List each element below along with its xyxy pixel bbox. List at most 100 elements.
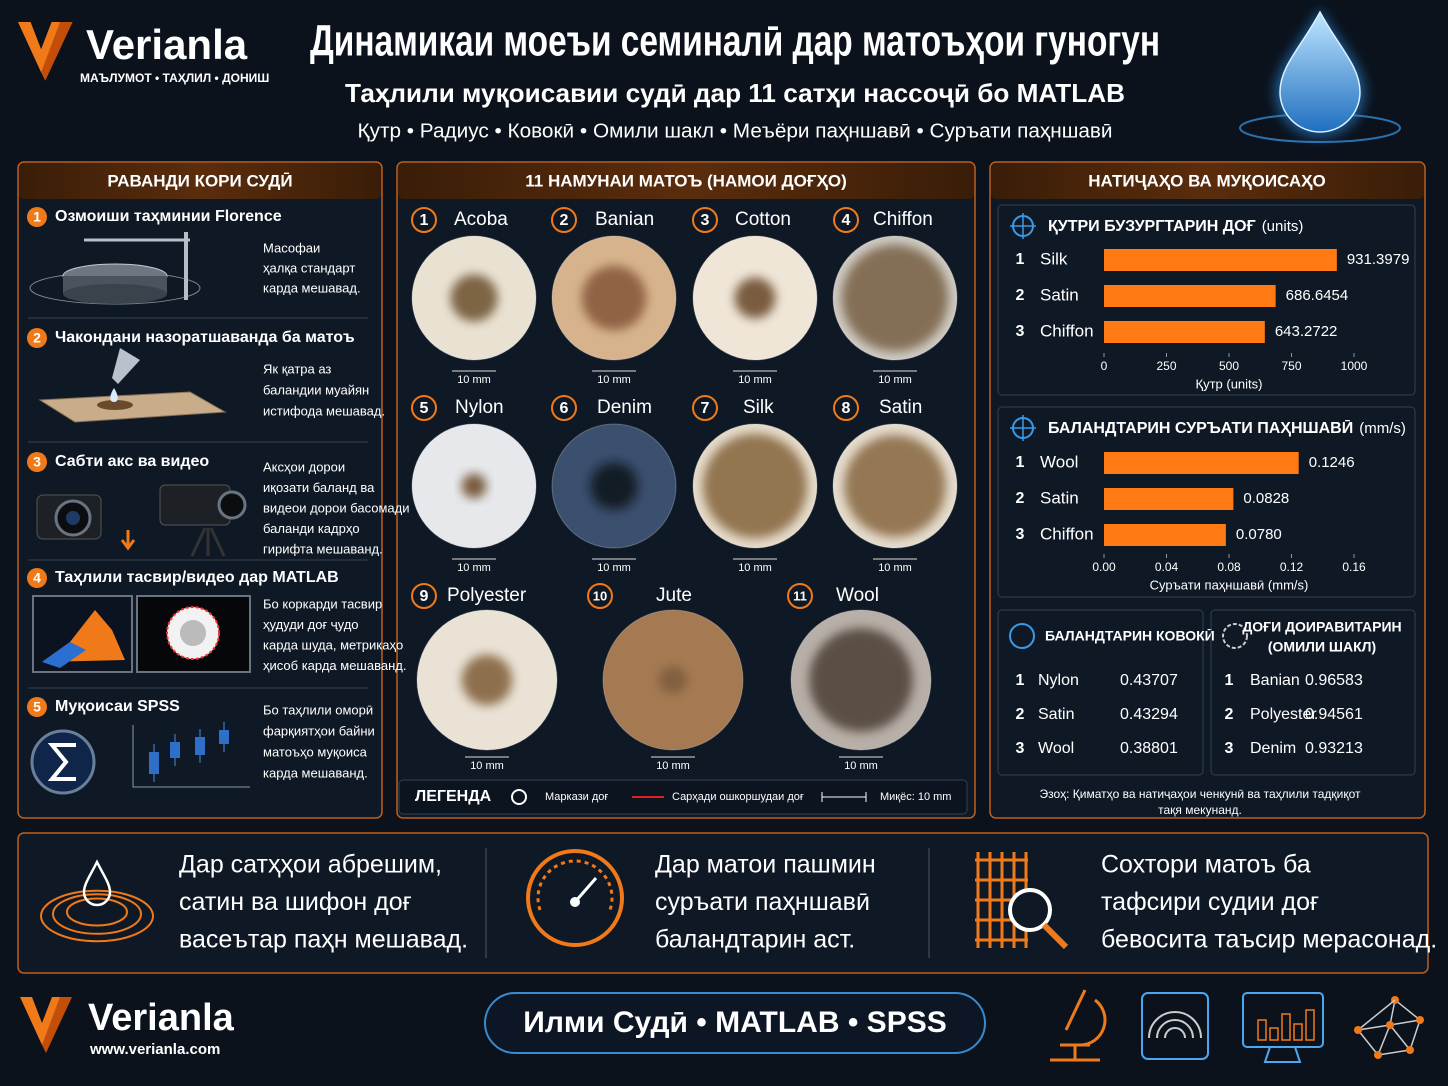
footer-icon (1293, 1023, 1303, 1041)
value-label: 643.2722 (1275, 323, 1338, 340)
x-tick-label: 0.16 (1342, 560, 1366, 574)
footer-icon (1164, 1027, 1186, 1039)
step-description: баландии муайян (263, 382, 369, 397)
stain (809, 628, 913, 732)
footer-icon (1269, 1027, 1279, 1041)
rank: 1 (1016, 454, 1025, 471)
sample-name: Cotton (735, 209, 791, 230)
stain (590, 462, 638, 510)
footer-icon (1389, 1024, 1411, 1051)
step-description: видеои дорои басомади (263, 500, 410, 515)
footer-icon (1148, 1011, 1202, 1039)
chart-unit: (units) (1262, 218, 1304, 235)
illustration (190, 527, 226, 557)
sample-name: Satin (879, 397, 922, 418)
sample-badge (551, 395, 577, 421)
step-description: Бо коркарди тасвир (263, 596, 382, 611)
finding-icon (573, 877, 598, 903)
step-description: баланди кадрҳо (263, 521, 360, 536)
footer-icon (1374, 1051, 1382, 1059)
step-description: ҳудуди доғ ҷудо (263, 617, 359, 632)
stain (734, 277, 776, 319)
finding-icon (66, 897, 128, 927)
finding-text: сатин ва шифон доғ (179, 888, 412, 916)
rank: 2 (1016, 490, 1025, 507)
footer-icon (1257, 1019, 1267, 1041)
step-description: фарқиятҳои байни (263, 723, 375, 738)
table-name: Wool (1038, 740, 1074, 757)
chart-box (997, 406, 1416, 598)
footer-icon (1305, 1009, 1315, 1041)
sample-name: Wool (836, 585, 879, 606)
step-number: 4 (33, 570, 41, 586)
category-label: Wool (1040, 452, 1078, 471)
chart-title-text: ҚУТРИ БУЗУРГТАРИН ДОҒ (1048, 218, 1256, 235)
sample-name: Acoba (454, 209, 508, 230)
findings-panel (17, 832, 1429, 974)
step-description: Масофаи (263, 240, 320, 255)
table-value: 0.38801 (1120, 740, 1178, 757)
stain (659, 666, 687, 694)
scale-label: 10 mm (878, 374, 912, 386)
illustration (47, 743, 76, 781)
sample-number: 10 (593, 588, 607, 603)
footer-url: www.verianla.com (89, 1041, 220, 1058)
scale-label: 10 mm (470, 760, 504, 772)
rank: 3 (1016, 526, 1025, 543)
footer-icon (1354, 1026, 1362, 1034)
page-keywords: Қутр • Радиус • Ковокӣ • Омили шакл • Ме… (358, 120, 1113, 142)
legend-label: Маркази доғ (545, 791, 608, 803)
drop (1279, 10, 1361, 133)
sample-number: 4 (842, 212, 851, 229)
footer-icon (1156, 1019, 1194, 1039)
footer-tagline: Илми Судӣ • MATLAB • SPSS (523, 1006, 946, 1039)
bar (1104, 524, 1226, 546)
stain (702, 433, 808, 539)
x-axis-label: Қутр (units) (1196, 376, 1263, 391)
page-subtitle: Таҳлили муқоисавии судӣ дар 11 сатҳи нас… (345, 78, 1125, 108)
illustration (30, 729, 96, 795)
footer-icon (1394, 999, 1421, 1021)
footer-icon (1389, 1019, 1421, 1026)
illustration (38, 391, 227, 423)
table-title: ДОҒИ ДОИРАВИТАРИН (1242, 619, 1401, 635)
finding-icon (570, 897, 580, 907)
footer-icon (1263, 1046, 1302, 1063)
legend-label: Сарҳади ошкоршудаи доғ (672, 791, 804, 803)
category-label: Satin (1040, 488, 1079, 507)
table-name: Banian (1250, 672, 1300, 689)
chart-title-text: БАЛАНДТАРИН СУРЪАТИ ПАҲНШАВӢ (1048, 418, 1353, 437)
stain (450, 274, 498, 322)
value-label: 686.6454 (1286, 287, 1349, 304)
panel-title: РАВАНДИ КОРИ СУДӢ (107, 171, 292, 190)
table-icon (1222, 623, 1248, 649)
chart-box (997, 204, 1416, 396)
step-number: 3 (33, 454, 41, 470)
footer-icon (1141, 992, 1209, 1060)
footer-icon (1357, 1024, 1391, 1031)
legend-symbol (511, 789, 527, 805)
table-box (997, 609, 1204, 776)
step-description: Як қатра аз (263, 361, 331, 376)
value-label: 0.1246 (1309, 454, 1355, 471)
chart-unit: (mm/s) (1359, 420, 1406, 437)
footer-logo-text: Verianla (88, 997, 235, 1039)
scale-label: 10 mm (597, 562, 631, 574)
logo-mark (18, 22, 65, 73)
step-description: гирифта мешаванд. (263, 541, 383, 556)
table-value: 0.43707 (1120, 672, 1178, 689)
footer-icon (1406, 1046, 1414, 1054)
scale-label: 10 mm (738, 562, 772, 574)
step-description: ҳисоб карда мешаванд. (263, 658, 406, 673)
bar (1104, 285, 1276, 307)
step-badge (27, 697, 47, 717)
sample-name: Banian (595, 209, 654, 230)
sample-badge (692, 395, 718, 421)
finding-icon (526, 849, 624, 947)
bar (1104, 452, 1299, 474)
x-tick-label: 500 (1219, 359, 1239, 373)
step-title: Озмоиши таҳминии Florence (55, 208, 282, 225)
sample-badge (833, 395, 859, 421)
illustration (63, 284, 167, 304)
